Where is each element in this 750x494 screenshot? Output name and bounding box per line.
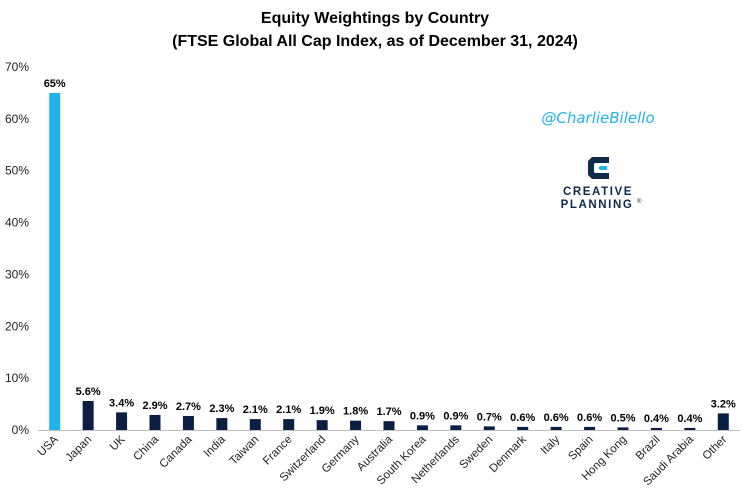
- bar-netherlands: [450, 425, 462, 430]
- bar-italy: [550, 426, 562, 430]
- data-label: 0.6%: [544, 412, 569, 424]
- bar-japan: [82, 400, 94, 430]
- data-label: 0.9%: [410, 410, 435, 422]
- bar-germany: [350, 420, 362, 430]
- creative-planning-logo-icon: [588, 157, 609, 179]
- data-label: 2.9%: [142, 400, 167, 412]
- y-tick-label: 30%: [5, 267, 29, 281]
- bar-australia: [383, 421, 395, 430]
- watermark: @CharlieBilello CREATIVE PLANNING ®: [541, 109, 654, 211]
- bar-denmark: [517, 426, 529, 430]
- y-tick-label: 20%: [5, 319, 29, 333]
- x-tick-label: India: [202, 433, 229, 460]
- brand-name-line1: CREATIVE: [563, 186, 633, 198]
- data-label: 5.6%: [76, 386, 101, 398]
- data-label: 2.7%: [176, 401, 201, 413]
- bar-taiwan: [249, 419, 261, 430]
- data-label: 2.1%: [243, 404, 268, 416]
- x-tick-label: Italy: [539, 433, 563, 457]
- data-label: 0.6%: [577, 412, 602, 424]
- bar-france: [283, 419, 295, 430]
- data-label: 1.7%: [376, 406, 401, 418]
- x-tick-label: Brazil: [634, 434, 663, 463]
- data-label: 1.9%: [310, 405, 335, 417]
- y-tick-label: 70%: [5, 60, 29, 74]
- x-tick-label: USA: [36, 433, 61, 458]
- data-label: 0.4%: [644, 413, 669, 425]
- bar-saudi-arabia: [684, 427, 696, 430]
- x-tick-label: Denmark: [487, 433, 529, 475]
- bar-hong-kong: [617, 427, 629, 430]
- chart-subtitle: (FTSE Global All Cap Index, as of Decemb…: [172, 33, 578, 50]
- x-tick-label: Spain: [566, 434, 595, 463]
- bar-usa: [49, 92, 61, 430]
- y-tick-label: 60%: [5, 112, 29, 126]
- trademark-symbol: ®: [637, 198, 642, 205]
- x-tick-label: Germany: [320, 433, 362, 475]
- data-labels: 65% 5.6% 3.4% 2.9% 2.7% 2.3% 2.1% 2.1% 1.9% 1.8% 1…: [44, 78, 736, 425]
- x-tick-label: Taiwan: [228, 434, 262, 468]
- data-label: 0.4%: [677, 413, 702, 425]
- y-axis: 0% 10% 20% 30% 40% 50% 60% 70%: [5, 60, 29, 437]
- data-label: 0.7%: [477, 411, 502, 423]
- bar-spain: [584, 426, 596, 430]
- bar-india: [216, 418, 228, 430]
- y-tick-label: 40%: [5, 216, 29, 230]
- data-label: 65%: [44, 78, 66, 90]
- brand-name-line2: PLANNING: [561, 199, 634, 211]
- bar-sweden: [483, 426, 495, 430]
- bar-brazil: [650, 427, 662, 430]
- chart-title: Equity Weightings by Country: [261, 10, 489, 27]
- data-label: 0.5%: [610, 412, 635, 424]
- x-tick-label: Canada: [158, 433, 195, 470]
- bar-south-korea: [416, 425, 428, 430]
- bar-uk: [116, 412, 128, 430]
- data-label: 2.3%: [209, 403, 234, 415]
- bar-canada: [182, 415, 194, 430]
- author-handle: @CharlieBilello: [541, 109, 654, 127]
- bar-china: [149, 414, 161, 430]
- bar-series: [49, 92, 729, 430]
- data-label: 2.1%: [276, 404, 301, 416]
- x-tick-label: Other: [701, 434, 730, 463]
- y-tick-label: 10%: [5, 371, 29, 385]
- y-tick-label: 50%: [5, 164, 29, 178]
- x-tick-label: UK: [108, 433, 128, 453]
- data-label: 0.6%: [510, 412, 535, 424]
- bar-switzerland: [316, 420, 328, 430]
- data-label: 3.2%: [711, 398, 736, 410]
- x-tick-label: Japan: [64, 434, 95, 465]
- bar-other: [717, 413, 729, 430]
- data-label: 1.8%: [343, 406, 368, 418]
- y-tick-label: 0%: [12, 423, 30, 437]
- data-label: 3.4%: [109, 397, 134, 409]
- x-tick-label: China: [131, 433, 161, 463]
- data-label: 0.9%: [443, 410, 468, 422]
